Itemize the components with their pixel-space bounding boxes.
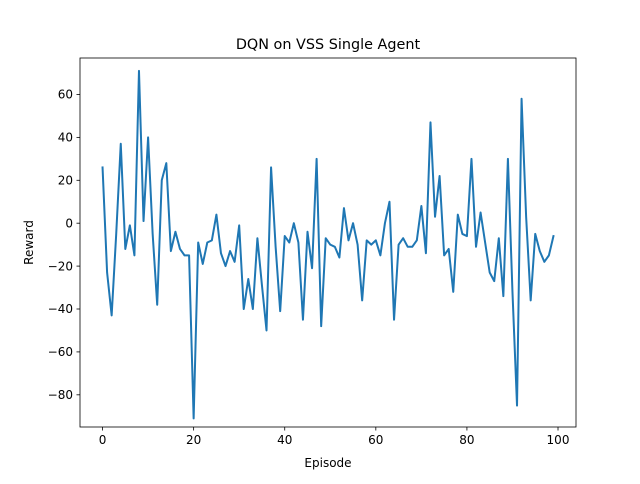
chart-title: DQN on VSS Single Agent — [236, 37, 421, 53]
x-tick-label: 20 — [186, 433, 201, 447]
series-line — [101, 69, 555, 420]
y-tick-label: −60 — [48, 345, 73, 359]
y-axis-ticks: −80 −60 −40 −20 0 20 40 60 — [48, 88, 80, 402]
x-axis-ticks: 0 20 40 60 80 100 — [99, 427, 570, 447]
y-tick-label: −40 — [48, 302, 73, 316]
plot-area — [101, 69, 555, 420]
axes-frame — [79, 57, 577, 428]
y-tick-label: −20 — [48, 259, 73, 273]
y-tick-label: 20 — [58, 173, 73, 187]
y-tick-label: 0 — [65, 216, 73, 230]
y-axis-label: Reward — [22, 220, 36, 265]
x-tick-label: 60 — [368, 433, 383, 447]
y-tick-label: 60 — [58, 88, 73, 102]
x-tick-label: 0 — [99, 433, 107, 447]
x-tick-label: 80 — [459, 433, 474, 447]
x-tick-label: 40 — [277, 433, 292, 447]
y-tick-label: 40 — [58, 131, 73, 145]
x-tick-label: 100 — [547, 433, 570, 447]
x-axis-label: Episode — [304, 456, 351, 470]
y-tick-label: −80 — [48, 388, 73, 402]
